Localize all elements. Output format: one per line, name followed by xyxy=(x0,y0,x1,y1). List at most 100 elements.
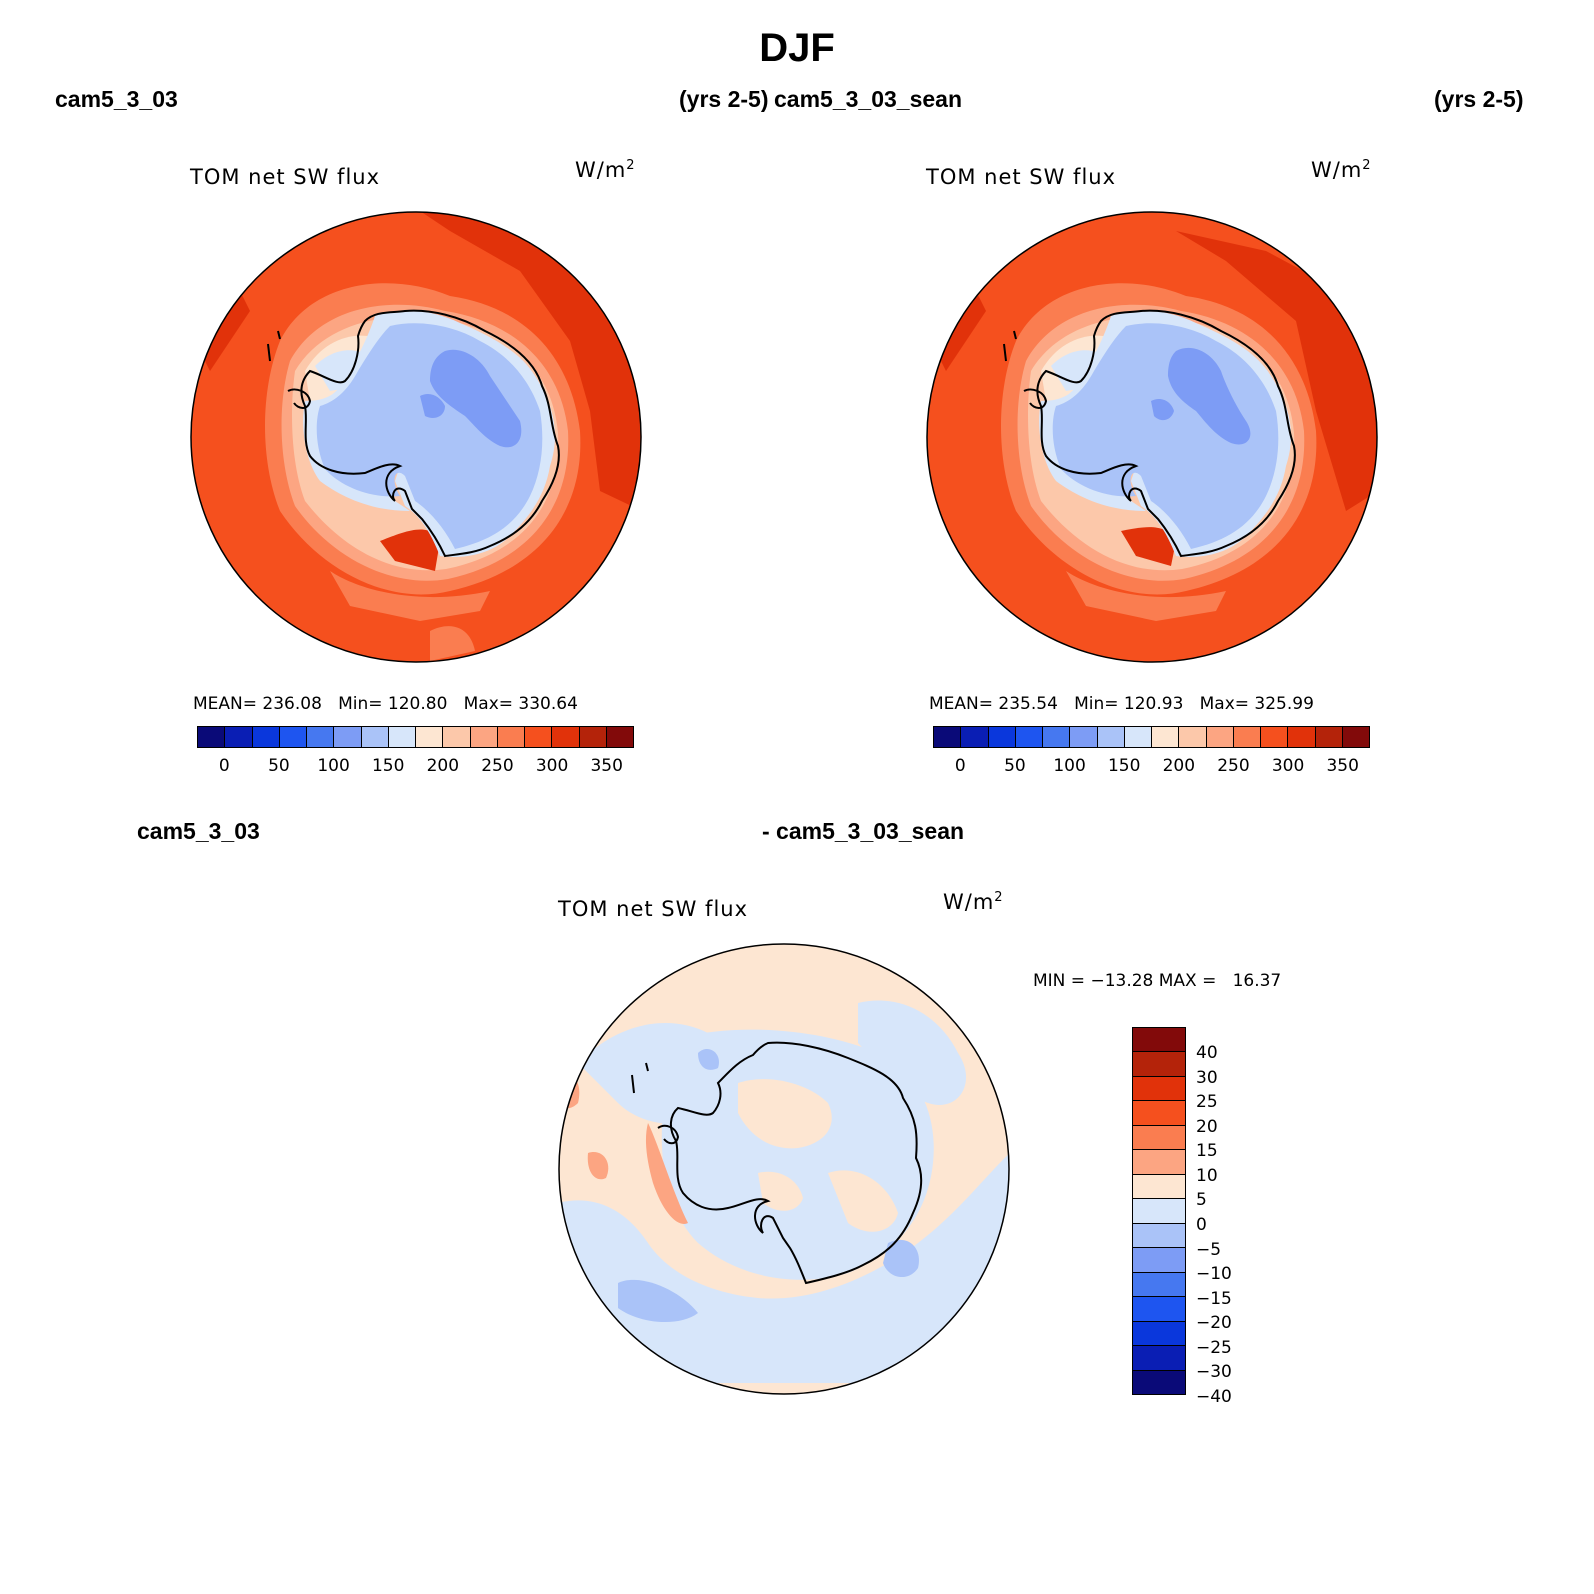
right-polar-map xyxy=(926,211,1378,663)
colorbar-swatch xyxy=(579,727,607,747)
colorbar-tick-label: −25 xyxy=(1196,1337,1232,1358)
colorbar-swatch xyxy=(1133,1101,1185,1126)
colorbar-tick-label: 150 xyxy=(371,756,405,776)
antarctica-coastline xyxy=(300,309,560,558)
right-panel-variable: TOM net SW flux xyxy=(926,165,1117,189)
right-colorbar xyxy=(933,726,1370,748)
colorbar-swatch xyxy=(1043,727,1071,747)
colorbar-swatch xyxy=(334,727,362,747)
colorbar-tick-label: −30 xyxy=(1196,1362,1232,1383)
colorbar-swatch xyxy=(961,727,989,747)
diff-colorbar-labels: 40 30 25 20 15 10 5 0 −5 −10 −15 −20 −25 −30 −40 xyxy=(1196,1027,1256,1406)
colorbar-swatch xyxy=(307,727,335,747)
colorbar-swatch xyxy=(1133,1248,1185,1273)
colorbar-swatch xyxy=(1342,727,1369,747)
high-flux-region xyxy=(1176,231,1377,511)
diff-panel-stats: MIN = −13.28 MAX = 16.37 xyxy=(1033,971,1282,991)
colorbar-swatch xyxy=(1315,727,1343,747)
left-panel-variable: TOM net SW flux xyxy=(190,165,381,189)
map-boundary xyxy=(926,211,1378,663)
colorbar-tick-label: 25 xyxy=(1196,1092,1218,1113)
colorbar-swatch xyxy=(1133,1076,1185,1102)
colorbar-swatch xyxy=(470,727,498,747)
colorbar-swatch xyxy=(1133,1346,1185,1371)
colorbar-swatch xyxy=(1133,1028,1185,1053)
right-colorbar-labels: 0 50 100 150 200 250 300 350 xyxy=(933,756,1370,778)
colorbar-tick-label: 15 xyxy=(1196,1141,1218,1162)
colorbar-swatch xyxy=(279,727,307,747)
colorbar-swatch xyxy=(606,727,633,747)
colorbar-tick-label: −10 xyxy=(1196,1264,1232,1285)
left-colorbar xyxy=(197,726,634,748)
positive-diff-band xyxy=(645,1123,688,1224)
diff-panel-units: W/m2 xyxy=(943,890,1004,914)
left-polar-map xyxy=(190,211,642,663)
colorbar-swatch xyxy=(1206,727,1234,747)
colorbar-tick-label: 30 xyxy=(1196,1067,1218,1088)
colorbar-swatch xyxy=(388,727,416,747)
colorbar-tick-label: 200 xyxy=(1162,756,1196,776)
colorbar-swatch xyxy=(497,727,525,747)
diff-colorbar xyxy=(1132,1027,1186,1395)
colorbar-tick-label: 10 xyxy=(1196,1165,1218,1186)
colorbar-swatch xyxy=(1133,1223,1185,1249)
colorbar-tick-label: 0 xyxy=(1196,1215,1207,1235)
map-boundary xyxy=(190,211,642,663)
colorbar-swatch xyxy=(525,727,553,747)
colorbar-swatch xyxy=(1179,727,1207,747)
diff-polar-map xyxy=(558,943,1010,1395)
left-panel-stats: MEAN= 236.08 Min= 120.80 Max= 330.64 xyxy=(193,694,578,714)
colorbar-swatch xyxy=(1133,1297,1185,1322)
colorbar-tick-label: 20 xyxy=(1196,1116,1218,1137)
left-panel-units: W/m2 xyxy=(575,158,636,182)
colorbar-tick-label: 40 xyxy=(1196,1043,1218,1064)
colorbar-swatch xyxy=(1070,727,1098,747)
colorbar-swatch xyxy=(1152,727,1180,747)
figure-title: DJF xyxy=(759,26,835,70)
colorbar-tick-label: 250 xyxy=(1217,756,1250,776)
antarctica-low-flux xyxy=(430,349,522,448)
colorbar-tick-label: 250 xyxy=(481,756,514,776)
colorbar-tick-label: 150 xyxy=(1107,756,1141,776)
antarctica-low-flux xyxy=(1168,347,1251,445)
colorbar-tick-label: −20 xyxy=(1196,1313,1232,1334)
colorbar-swatch xyxy=(198,727,226,747)
colorbar-tick-label: 50 xyxy=(1004,756,1026,776)
colorbar-swatch xyxy=(443,727,471,747)
colorbar-swatch xyxy=(1261,727,1289,747)
diff-panel-variable: TOM net SW flux xyxy=(558,897,749,921)
colorbar-swatch xyxy=(1133,1150,1185,1175)
diff-run-a: cam5_3_03 xyxy=(137,818,260,844)
right-panel-units: W/m2 xyxy=(1311,158,1372,182)
left-colorbar-labels: 0 50 100 150 200 250 300 350 xyxy=(197,756,634,778)
colorbar-swatch xyxy=(1233,727,1261,747)
colorbar-swatch xyxy=(1133,1052,1185,1077)
colorbar-swatch xyxy=(416,727,444,747)
colorbar-swatch xyxy=(1097,727,1125,747)
colorbar-tick-label: 200 xyxy=(426,756,460,776)
colorbar-swatch xyxy=(988,727,1016,747)
antarctica-coastline xyxy=(670,1041,923,1285)
colorbar-tick-label: 5 xyxy=(1196,1190,1207,1211)
colorbar-swatch xyxy=(1124,727,1152,747)
colorbar-tick-label: 300 xyxy=(535,756,569,776)
colorbar-tick-label: 350 xyxy=(1326,756,1359,776)
colorbar-swatch xyxy=(1288,727,1316,747)
diff-run-b: - cam5_3_03_sean xyxy=(762,818,965,844)
right-panel-stats: MEAN= 235.54 Min= 120.93 Max= 325.99 xyxy=(929,694,1314,714)
colorbar-swatch xyxy=(1133,1174,1185,1200)
colorbar-tick-label: 0 xyxy=(954,756,966,776)
colorbar-tick-label: −40 xyxy=(1196,1386,1232,1407)
colorbar-swatch xyxy=(1015,727,1043,747)
colorbar-swatch xyxy=(934,727,962,747)
colorbar-swatch xyxy=(552,727,580,747)
colorbar-tick-label: 50 xyxy=(268,756,290,776)
colorbar-swatch xyxy=(1133,1272,1185,1298)
map-boundary xyxy=(558,943,1010,1395)
left-run-years: (yrs 2-5) xyxy=(679,86,769,112)
colorbar-swatch xyxy=(1133,1370,1185,1395)
colorbar-tick-label: 100 xyxy=(1053,756,1086,776)
colorbar-swatch xyxy=(361,727,389,747)
colorbar-swatch xyxy=(1133,1321,1185,1347)
colorbar-swatch xyxy=(1133,1125,1185,1151)
